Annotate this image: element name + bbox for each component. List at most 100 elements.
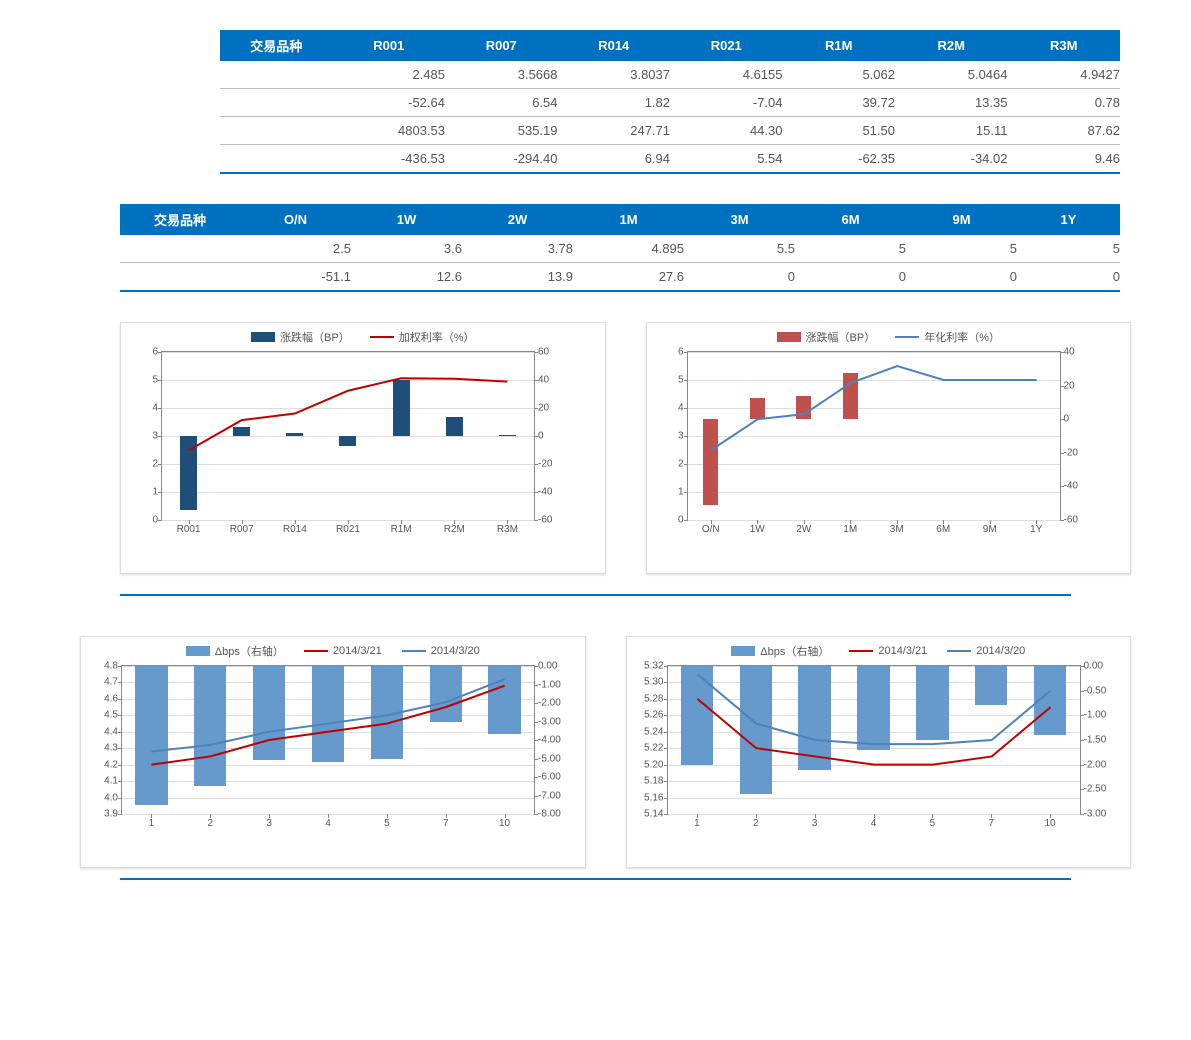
table1: 交易品种R001R007R014R021R1MR2MR3M 2.4853.566… <box>220 30 1120 174</box>
table-cell: 44.30 <box>670 117 783 145</box>
page-root: 交易品种R001R007R014R021R1MR2MR3M 2.4853.566… <box>0 0 1191 1040</box>
table1-wrap: 交易品种R001R007R014R021R1MR2MR3M 2.4853.566… <box>220 30 1120 174</box>
table-header-label: 交易品种 <box>220 30 333 61</box>
table-cell: 6.94 <box>558 145 671 174</box>
table-cell: 5 <box>1017 235 1120 263</box>
chart-a1-plot: 0123456-60-40-200204060R001R007R014R021R… <box>129 349 569 539</box>
table-header-cell: 1W <box>351 204 462 235</box>
table-cell: 15.11 <box>895 117 1008 145</box>
table-cell: 5.0464 <box>895 61 1008 89</box>
chart-a2-legend-line: 年化利率（%） <box>895 329 1000 345</box>
chart-b2: Δbps（右轴） 2014/3/21 2014/3/20 5.145.165.1… <box>626 636 1132 868</box>
table-cell: 3.8037 <box>558 61 671 89</box>
table-cell: 39.72 <box>783 89 896 117</box>
chart-b2-legend-l1: 2014/3/21 <box>849 643 927 659</box>
chart-a1-legend-bar-label: 涨跌幅（BP） <box>280 329 350 345</box>
table-cell: 27.6 <box>573 263 684 292</box>
chart-b2-legend: Δbps（右轴） 2014/3/21 2014/3/20 <box>635 643 1123 659</box>
table-row: -436.53-294.406.945.54-62.35-34.029.46 <box>220 145 1120 174</box>
table-cell: 3.6 <box>351 235 462 263</box>
chart-b2-legend-l2: 2014/3/20 <box>947 643 1025 659</box>
chart-a2-legend-bar: 涨跌幅（BP） <box>777 329 876 345</box>
table-cell: 5.062 <box>783 61 896 89</box>
table-header-cell: 3M <box>684 204 795 235</box>
table-cell: 4.895 <box>573 235 684 263</box>
table-header-cell: R014 <box>558 30 671 61</box>
chart-b1-legend-l2: 2014/3/20 <box>402 643 480 659</box>
chart-a2-legend-bar-label: 涨跌幅（BP） <box>806 329 876 345</box>
table-cell: 87.62 <box>1008 117 1121 145</box>
table-cell: 1.82 <box>558 89 671 117</box>
chart-a2-legend: 涨跌幅（BP） 年化利率（%） <box>655 329 1123 345</box>
chart-b2-legend-l2-label: 2014/3/20 <box>976 645 1025 657</box>
table-cell: 4.6155 <box>670 61 783 89</box>
chart-a1-legend-line-label: 加权利率（%） <box>399 329 475 345</box>
section-separator-2 <box>120 878 1071 880</box>
chart-a2: 涨跌幅（BP） 年化利率（%） 0123456-60-40-2002040O/N… <box>646 322 1132 574</box>
table-cell: -294.40 <box>445 145 558 174</box>
table-cell: 0 <box>795 263 906 292</box>
chart-b1-legend-l1: 2014/3/21 <box>304 643 382 659</box>
table-header-label: 交易品种 <box>120 204 240 235</box>
table-cell: -62.35 <box>783 145 896 174</box>
table-cell: 5 <box>906 235 1017 263</box>
chart-b2-legend-bar: Δbps（右轴） <box>731 643 829 659</box>
table-cell: 6.54 <box>445 89 558 117</box>
table-header-cell: R021 <box>670 30 783 61</box>
chart-b2-legend-bar-label: Δbps（右轴） <box>760 643 829 659</box>
section-separator <box>120 594 1071 596</box>
chart-a1-legend: 涨跌幅（BP） 加权利率（%） <box>129 329 597 345</box>
chart-a2-plot: 0123456-60-40-2002040O/N1W2W1M3M6M9M1Y <box>655 349 1095 539</box>
chart-b1-legend-bar: Δbps（右轴） <box>186 643 284 659</box>
table-row: 2.4853.56683.80374.61555.0625.04644.9427 <box>220 61 1120 89</box>
chart-b1-legend: Δbps（右轴） 2014/3/21 2014/3/20 <box>89 643 577 659</box>
table-cell: 13.9 <box>462 263 573 292</box>
table-header-cell: R001 <box>333 30 446 61</box>
table-cell: -51.1 <box>240 263 351 292</box>
chart-b1-legend-bar-label: Δbps（右轴） <box>215 643 284 659</box>
table-row: -52.646.541.82-7.0439.7213.350.78 <box>220 89 1120 117</box>
table-cell: 5.54 <box>670 145 783 174</box>
chart-b1-legend-l1-label: 2014/3/21 <box>333 645 382 657</box>
table-row: -51.112.613.927.60000 <box>120 263 1120 292</box>
chart-a1-legend-line: 加权利率（%） <box>370 329 475 345</box>
table-header-cell: R2M <box>895 30 1008 61</box>
table-cell: 12.6 <box>351 263 462 292</box>
table-cell: 0 <box>906 263 1017 292</box>
table-header-cell: 6M <box>795 204 906 235</box>
table-cell: 0 <box>684 263 795 292</box>
table-cell: 9.46 <box>1008 145 1121 174</box>
chart-a1: 涨跌幅（BP） 加权利率（%） 0123456-60-40-200204060R… <box>120 322 606 574</box>
table2-wrap: 交易品种O/N1W2W1M3M6M9M1Y 2.53.63.784.8955.5… <box>120 204 1120 292</box>
table2: 交易品种O/N1W2W1M3M6M9M1Y 2.53.63.784.8955.5… <box>120 204 1120 292</box>
table-cell: 0 <box>1017 263 1120 292</box>
table-row: 4803.53535.19247.7144.3051.5015.1187.62 <box>220 117 1120 145</box>
chart-row-b: Δbps（右轴） 2014/3/21 2014/3/20 3.94.04.14.… <box>80 636 1131 868</box>
table-cell: 3.78 <box>462 235 573 263</box>
table-header-cell: 1Y <box>1017 204 1120 235</box>
chart-b2-plot: 5.145.165.185.205.225.245.265.285.305.32… <box>635 663 1115 833</box>
table-cell: -52.64 <box>333 89 446 117</box>
table-cell: 4.9427 <box>1008 61 1121 89</box>
table-header-cell: 9M <box>906 204 1017 235</box>
table-cell: 535.19 <box>445 117 558 145</box>
table-cell: 5.5 <box>684 235 795 263</box>
table-row: 2.53.63.784.8955.5555 <box>120 235 1120 263</box>
chart-b1-legend-l2-label: 2014/3/20 <box>431 645 480 657</box>
table-cell: 2.485 <box>333 61 446 89</box>
chart-b1-plot: 3.94.04.14.24.34.44.54.64.74.8-8.00-7.00… <box>89 663 569 833</box>
table-header-cell: R1M <box>783 30 896 61</box>
chart-b1: Δbps（右轴） 2014/3/21 2014/3/20 3.94.04.14.… <box>80 636 586 868</box>
table-cell: -34.02 <box>895 145 1008 174</box>
chart-a1-legend-bar: 涨跌幅（BP） <box>251 329 350 345</box>
table-cell: -7.04 <box>670 89 783 117</box>
table-cell: 51.50 <box>783 117 896 145</box>
table-header-cell: R007 <box>445 30 558 61</box>
table-cell: 13.35 <box>895 89 1008 117</box>
table-header-cell: 2W <box>462 204 573 235</box>
table-cell: 0.78 <box>1008 89 1121 117</box>
table-header-cell: 1M <box>573 204 684 235</box>
table-cell: 4803.53 <box>333 117 446 145</box>
chart-row-a: 涨跌幅（BP） 加权利率（%） 0123456-60-40-200204060R… <box>120 322 1131 574</box>
table-cell: 3.5668 <box>445 61 558 89</box>
